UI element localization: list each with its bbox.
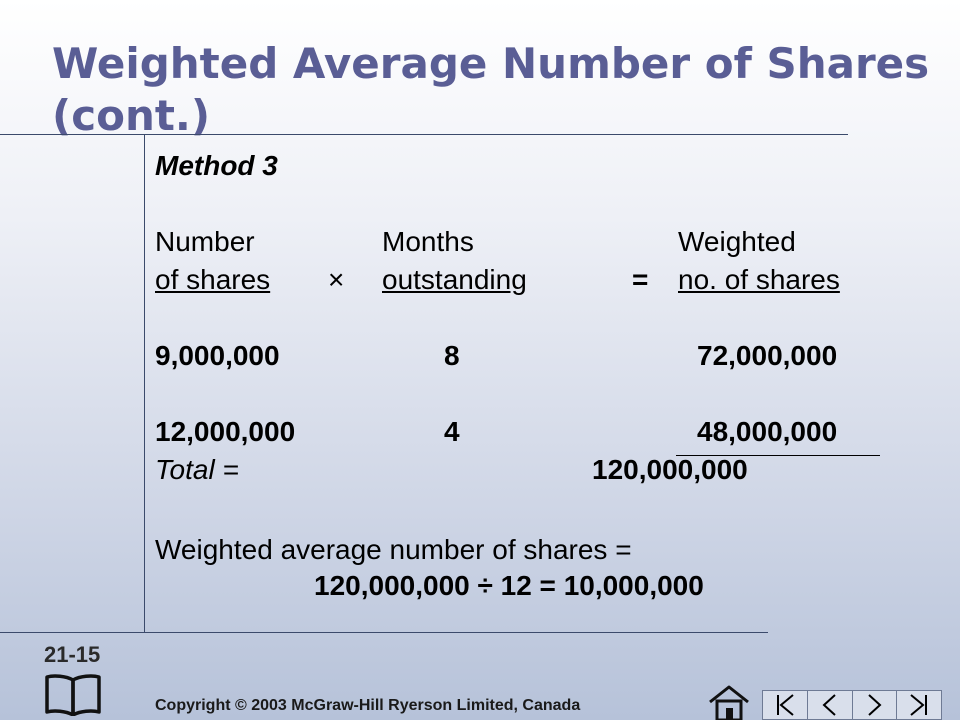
total-label: Total =	[155, 454, 239, 485]
first-slide-icon	[776, 694, 794, 716]
result-label: Weighted average number of shares =	[155, 534, 632, 565]
copyright-text: Copyright © 2003 McGraw-Hill Ryerson Lim…	[155, 697, 581, 714]
method-label: Method 3	[155, 150, 278, 181]
slide-number: 21-15	[44, 642, 101, 667]
vertical-divider	[144, 134, 145, 632]
slide-navigation-bar	[762, 690, 942, 720]
footer-divider	[0, 632, 768, 633]
last-slide-button[interactable]	[897, 691, 941, 719]
header-number: Number	[155, 226, 255, 257]
sum-line	[676, 455, 880, 456]
row-1-months: 8	[444, 340, 460, 371]
header-outstanding: outstanding	[382, 264, 527, 295]
previous-slide-button[interactable]	[807, 691, 853, 719]
title-divider	[0, 134, 848, 135]
header-of-shares: of shares	[155, 264, 271, 295]
result-formula: 120,000,000 ÷ 12 = 10,000,000	[314, 570, 704, 601]
row-2-months: 4	[444, 416, 460, 447]
total-value: 120,000,000	[592, 454, 748, 485]
previous-slide-icon	[822, 694, 836, 716]
home-icon[interactable]	[706, 684, 752, 720]
row-1-weighted: 72,000,000	[697, 340, 838, 371]
row-2-shares: 12,000,000	[155, 416, 296, 447]
book-icon[interactable]	[44, 672, 102, 716]
header-months: Months	[382, 226, 474, 257]
row-2-weighted: 48,000,000	[697, 416, 838, 447]
times-sign: ×	[328, 264, 345, 295]
next-slide-icon	[868, 694, 882, 716]
equals-sign: =	[632, 264, 649, 295]
header-no-of-shares: no. of shares	[678, 264, 840, 295]
slide-title: Weighted Average Number of Shares (cont.…	[52, 39, 930, 140]
last-slide-icon	[910, 694, 928, 716]
next-slide-button[interactable]	[852, 691, 898, 719]
header-weighted: Weighted	[678, 226, 796, 257]
row-1-shares: 9,000,000	[155, 340, 280, 371]
first-slide-button[interactable]	[763, 691, 808, 719]
